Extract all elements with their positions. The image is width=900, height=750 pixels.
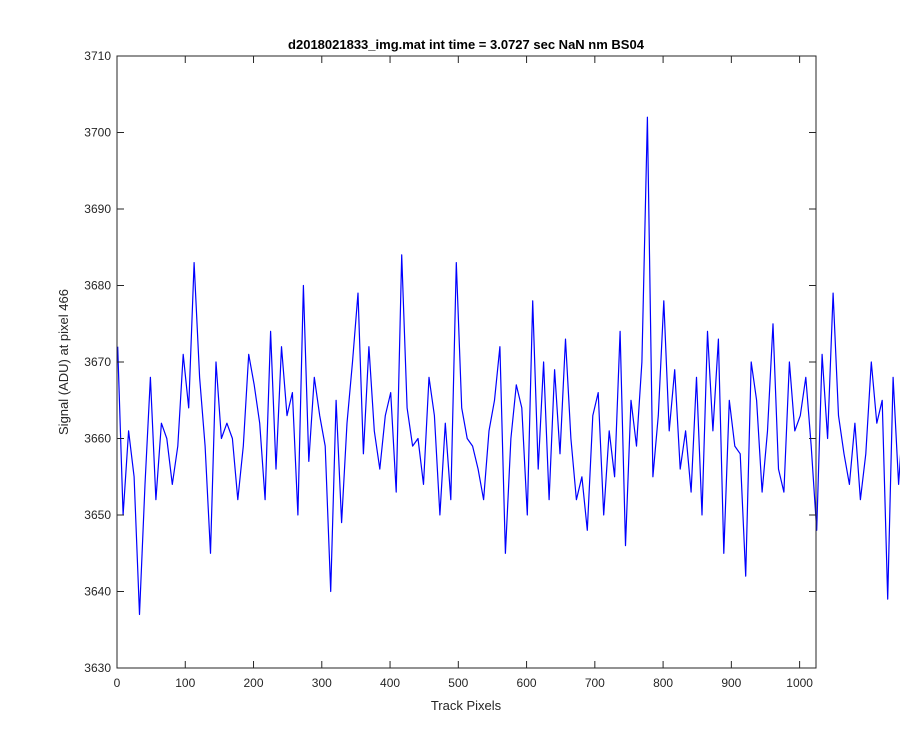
- y-tick-label: 3680: [84, 279, 111, 293]
- y-tick-label: 3690: [84, 202, 111, 216]
- y-axis-label: Signal (ADU) at pixel 466: [56, 289, 71, 435]
- x-axis-label: Track Pixels: [431, 698, 502, 713]
- x-tick-label: 200: [244, 676, 264, 690]
- signal-series-line: [117, 116, 900, 616]
- x-tick-label: 300: [312, 676, 332, 690]
- x-tick-label: 500: [448, 676, 468, 690]
- x-axis-ticks: 0 100 200 300 400 500 600 700 800 900 1000: [114, 56, 813, 690]
- y-axis-ticks: 3630 3640 3650 3660 3670 3680 3690 3700 3710: [84, 49, 816, 675]
- x-tick-label: 600: [517, 676, 537, 690]
- x-tick-label: 100: [175, 676, 195, 690]
- y-tick-label: 3660: [84, 432, 111, 446]
- y-tick-label: 3650: [84, 508, 111, 522]
- x-tick-label: 900: [721, 676, 741, 690]
- y-tick-label: 3710: [84, 49, 111, 63]
- x-tick-label: 700: [585, 676, 605, 690]
- x-tick-label: 800: [653, 676, 673, 690]
- x-tick-label: 0: [114, 676, 121, 690]
- y-tick-label: 3700: [84, 126, 111, 140]
- chart-title: d2018021833_img.mat int time = 3.0727 se…: [288, 37, 645, 52]
- y-tick-label: 3640: [84, 585, 111, 599]
- y-tick-label: 3670: [84, 355, 111, 369]
- plot-area: [117, 56, 816, 668]
- x-tick-label: 400: [380, 676, 400, 690]
- x-tick-label: 1000: [786, 676, 813, 690]
- y-tick-label: 3630: [84, 661, 111, 675]
